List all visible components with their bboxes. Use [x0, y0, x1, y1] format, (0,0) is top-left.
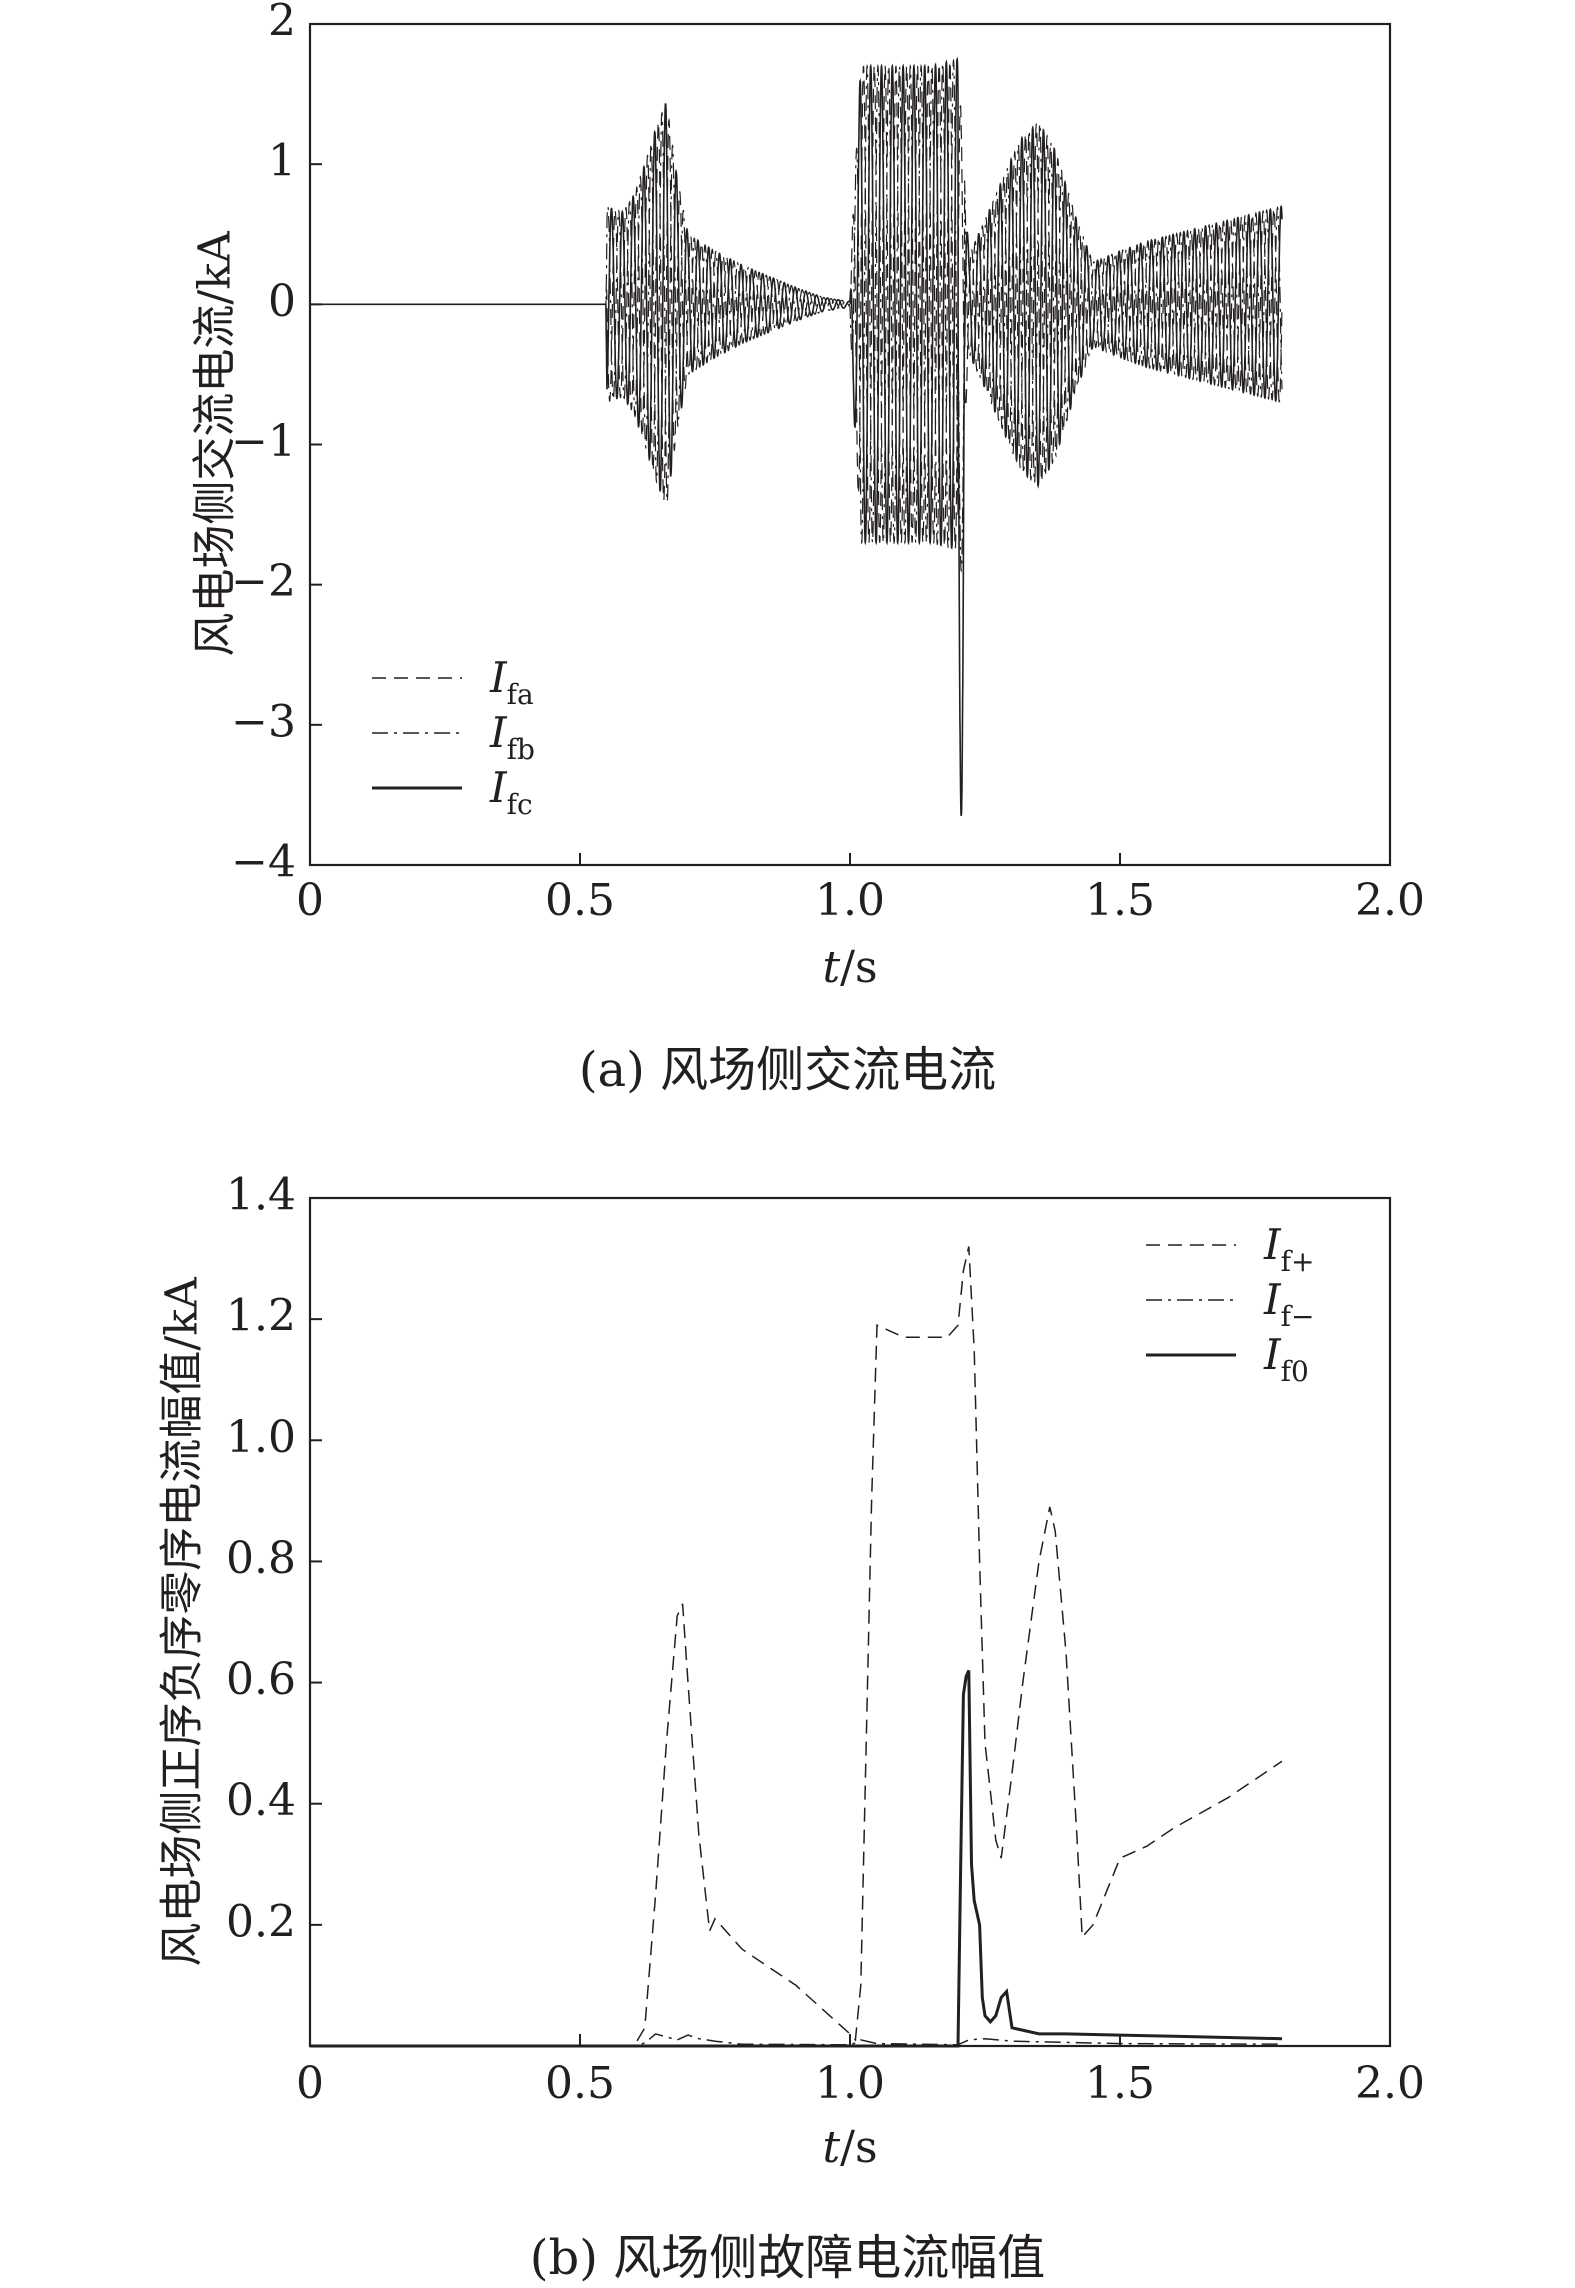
- chart-a-xtick-label: 0.5: [545, 875, 615, 926]
- chart-b-ylabel: 风电场侧正序负序零序电流幅值/kA: [157, 1276, 208, 1966]
- chart-b-ticks: 0 0.5 1.0 1.5 2.0 0.2 0.4 0.6 0.8 1.0 1.2 1.4: [226, 1170, 1425, 2110]
- chart-a-legend-sub: fc: [507, 788, 533, 821]
- chart-a-ylabel: 风电场侧交流电流/kA: [190, 230, 241, 656]
- chart-b-legend-sub: f−: [1281, 1300, 1315, 1333]
- chart-b-legend-var: I: [1263, 1220, 1282, 1269]
- chart-b-legend-var: I: [1263, 1275, 1282, 1324]
- chart-a-xlabel-unit: /s: [840, 942, 877, 993]
- chart-b-ytick-label: 0.8: [226, 1533, 296, 1584]
- chart-b-xlabel: t/s: [822, 2122, 877, 2173]
- chart-b-series-f+: [310, 1246, 1283, 2047]
- chart-a-ytick-label: 2: [268, 0, 296, 47]
- chart-a-ytick-label: −1: [231, 416, 296, 467]
- chart-b-xlabel-unit: /s: [840, 2122, 877, 2173]
- chart-b-legend-label-3: If0: [1263, 1330, 1309, 1388]
- chart-a-caption: (a) 风场侧交流电流: [578, 1042, 997, 1098]
- chart-a-plot-series: [310, 56, 1283, 817]
- chart-a-legend-var: I: [489, 653, 508, 702]
- chart-a-xtick-label: 0: [296, 875, 324, 926]
- chart-b-xtick-label: 1.5: [1085, 2058, 1155, 2109]
- chart-a: 0 0.5 1.0 1.5 2.0 −4 −3 −2 −1 0 1 2 风电场侧交流电流/kA t/s…: [190, 0, 1425, 993]
- chart-b-legend: If+If−If0: [1146, 1220, 1314, 1388]
- chart-b-xtick-label: 1.0: [815, 2058, 885, 2109]
- chart-b-xtick-label: 0.5: [545, 2058, 615, 2109]
- chart-a-series-fc: [310, 56, 1283, 817]
- chart-a-xlabel: t/s: [822, 942, 877, 993]
- chart-a-ytick-label: −4: [231, 837, 296, 888]
- chart-b-frame: [308, 1196, 1392, 2048]
- chart-a-legend-sub: fa: [507, 678, 534, 711]
- chart-a-frame: [308, 22, 1392, 867]
- chart-a-xtick-label: 1.0: [815, 875, 885, 926]
- chart-a-legend-label-3: Ifc: [489, 763, 533, 821]
- chart-a-ytick-label: −3: [231, 696, 296, 747]
- chart-b-xlabel-var: t: [822, 2122, 840, 2173]
- chart-b-xtick-label: 0: [296, 2058, 324, 2109]
- chart-b-ytick-label: 0.6: [226, 1654, 296, 1705]
- chart-b-ytick-label: 0.2: [226, 1896, 296, 1947]
- chart-b-xtick-label: 2.0: [1355, 2058, 1425, 2109]
- chart-a-legend-label-2: Ifb: [489, 708, 535, 766]
- chart-a-series-fb: [310, 59, 1283, 573]
- chart-b-legend-label-1: If+: [1263, 1220, 1314, 1278]
- chart-b-plot-series: [310, 1246, 1283, 2048]
- chart-b-series-f−: [310, 2033, 1283, 2047]
- chart-b-legend-sub: f+: [1281, 1245, 1315, 1278]
- chart-b-legend-var: I: [1263, 1330, 1282, 1379]
- chart-a-ticks: 0 0.5 1.0 1.5 2.0 −4 −3 −2 −1 0 1 2: [231, 0, 1425, 926]
- chart-b: 0 0.5 1.0 1.5 2.0 0.2 0.4 0.6 0.8 1.0 1.2 1.4 风电场侧正…: [157, 1170, 1425, 2174]
- chart-b-caption: (b) 风场侧故障电流幅值: [529, 2230, 1046, 2286]
- chart-a-legend-label-1: Ifa: [489, 653, 534, 711]
- chart-b-ytick-label: 0.4: [226, 1775, 296, 1826]
- chart-a-legend-sub: fb: [507, 733, 535, 766]
- chart-a-xtick-label: 2.0: [1355, 875, 1425, 926]
- chart-b-ytick-label: 1.2: [226, 1291, 296, 1342]
- panel-b: 0 0.5 1.0 1.5 2.0 0.2 0.4 0.6 0.8 1.0 1.2 1.4 风电场侧正…: [0, 1144, 1575, 2288]
- chart-b-legend-label-2: If−: [1263, 1275, 1314, 1333]
- chart-a-xlabel-var: t: [822, 942, 840, 993]
- chart-a-legend-var: I: [489, 708, 508, 757]
- chart-b-ytick-label: 1.4: [226, 1170, 296, 1221]
- chart-a-ytick-label: 1: [268, 136, 296, 187]
- chart-a-ytick-label: 0: [268, 276, 296, 327]
- chart-b-legend-sub: f0: [1281, 1355, 1309, 1388]
- chart-b-ytick-label: 1.0: [226, 1412, 296, 1463]
- panel-a: 0 0.5 1.0 1.5 2.0 −4 −3 −2 −1 0 1 2 风电场侧交流电流/kA t/s…: [190, 0, 1425, 1098]
- chart-a-ytick-label: −2: [231, 556, 296, 607]
- chart-b-series-f0: [310, 1669, 1283, 2048]
- chart-a-legend-var: I: [489, 763, 508, 812]
- chart-a-xtick-label: 1.5: [1085, 875, 1155, 926]
